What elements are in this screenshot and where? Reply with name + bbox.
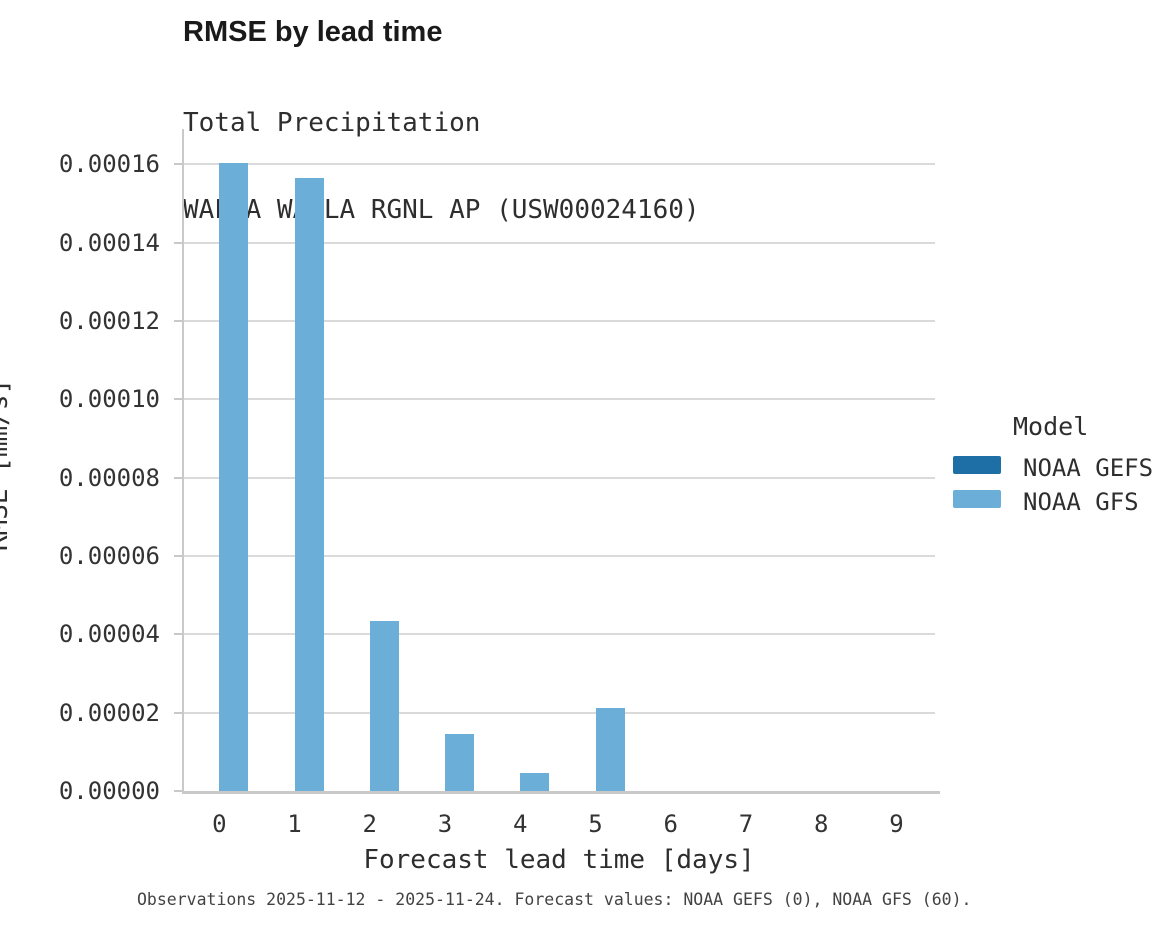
legend-swatch-noaa-gefs (953, 456, 1001, 474)
bar-noaa-gfs-day-1 (294, 177, 324, 791)
y-tick-label: 0.00012 (58, 306, 160, 335)
y-tick-label: 0.00008 (58, 463, 160, 492)
y-tick-mark (174, 319, 182, 322)
x-axis-line (182, 791, 940, 794)
y-tick-label: 0.00010 (58, 385, 160, 414)
gridline (184, 711, 935, 714)
gridline (184, 633, 935, 636)
y-tick-mark (174, 790, 182, 792)
legend-label-noaa-gefs: NOAA GEFS (1023, 454, 1154, 482)
y-tick-label: 0.00016 (58, 150, 160, 179)
x-tick-label: 4 (513, 810, 528, 838)
y-tick-mark (174, 711, 182, 714)
y-tick-label: 0.00014 (58, 228, 160, 257)
legend-title: Model (1013, 412, 1089, 441)
gridline (184, 554, 935, 557)
footer-caption: Observations 2025-11-12 - 2025-11-24. Fo… (137, 890, 972, 909)
y-tick-label: 0.00006 (58, 541, 160, 570)
y-tick-mark (174, 241, 182, 244)
y-tick-mark (174, 554, 182, 557)
x-tick-label: 7 (738, 810, 754, 838)
x-tick-label: 8 (813, 810, 829, 838)
y-tick-mark (174, 633, 182, 636)
x-tick-label: 2 (362, 810, 377, 838)
y-tick-mark (174, 398, 182, 401)
x-tick-label: 0 (212, 810, 227, 838)
y-tick-mark (174, 476, 182, 479)
y-tick-mark (174, 163, 182, 166)
y-tick-label: 0.00002 (58, 698, 160, 727)
bar-noaa-gfs-day-2 (369, 621, 399, 791)
bar-noaa-gfs-day-5 (595, 707, 625, 791)
legend-label-noaa-gfs: NOAA GFS (1023, 488, 1139, 516)
chart-subtitle-line1: Total Precipitation (183, 108, 481, 138)
x-axis-title: Forecast lead time [days] (363, 845, 755, 875)
gridline (184, 163, 935, 166)
gridline (184, 398, 935, 401)
y-axis-title: RMSE [mm/s] (0, 378, 14, 552)
gridline (184, 319, 935, 322)
legend-swatch-noaa-gfs (953, 490, 1001, 508)
x-tick-label: 5 (588, 810, 603, 838)
x-tick-label: 6 (663, 810, 678, 838)
y-tick-label: 0.00004 (58, 620, 160, 649)
x-tick-label: 9 (889, 810, 904, 838)
y-axis-line (182, 129, 184, 791)
x-tick-label: 3 (437, 810, 453, 838)
y-tick-label: 0.00000 (58, 777, 160, 805)
gridline (184, 476, 935, 479)
plot-area: 0.00000 0.00002 0.00004 0.00006 0.00008 0.000… (59, 129, 935, 838)
bar-noaa-gfs-day-3 (445, 734, 475, 791)
bar-noaa-gfs-day-4 (520, 772, 550, 791)
chart-title: RMSE by lead time (183, 16, 443, 48)
bar-noaa-gfs-day-0 (219, 163, 249, 791)
gridline (184, 241, 935, 244)
x-tick-label: 1 (287, 810, 302, 838)
